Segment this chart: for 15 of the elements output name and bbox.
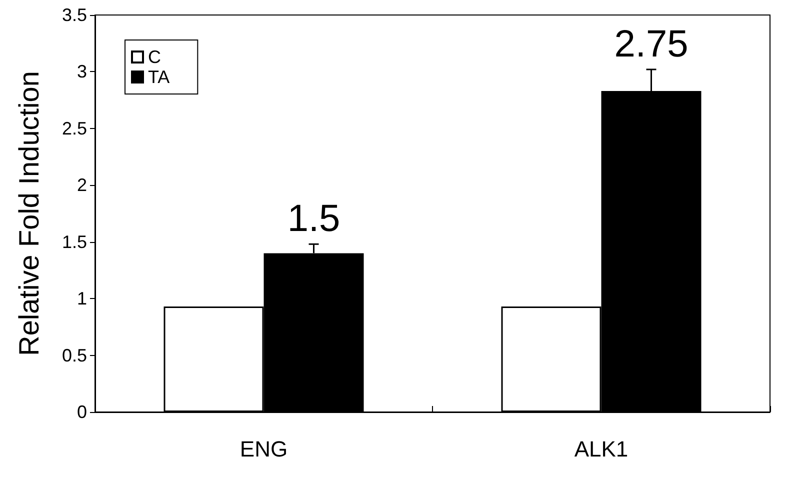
y-tick-label: 1 xyxy=(76,288,87,309)
y-tick-label: 0.5 xyxy=(62,345,87,366)
x-tick-label: ALK1 xyxy=(574,436,628,462)
annotation: 2.75 xyxy=(614,23,688,66)
y-tick-label: 3.5 xyxy=(62,5,87,25)
y-tick-label: 3 xyxy=(76,62,87,82)
x-tick-label: ENG xyxy=(240,436,288,462)
y-tick-label: 1.5 xyxy=(62,232,87,252)
annotation: 1.5 xyxy=(287,198,340,240)
legend-label: C xyxy=(148,47,161,67)
y-axis-title: Relative Fold Induction xyxy=(14,71,44,356)
y-tick-label: 2.5 xyxy=(62,118,87,138)
y-tick-label: 0 xyxy=(76,402,87,422)
legend-label: TA xyxy=(148,67,170,87)
y-tick-label: 2 xyxy=(76,175,87,196)
